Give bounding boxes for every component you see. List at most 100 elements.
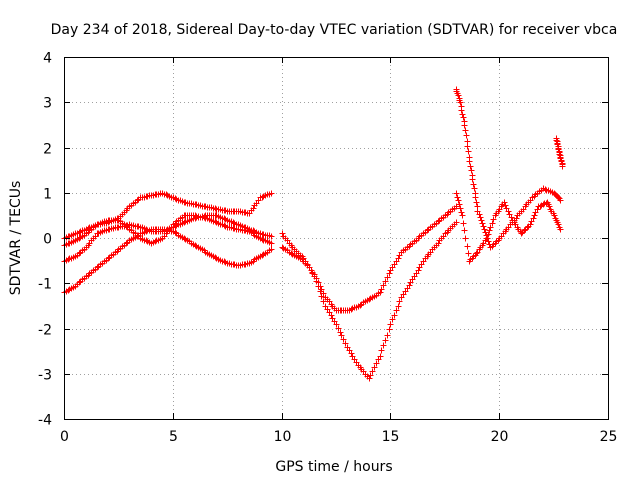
data-point: [461, 122, 468, 129]
data-point: [311, 273, 318, 280]
data-point: [391, 312, 398, 319]
data-point: [460, 220, 467, 227]
x-tick-label: 0: [60, 429, 69, 445]
data-point: [380, 342, 387, 349]
data-point: [505, 208, 512, 215]
data-point: [315, 283, 322, 290]
data-point: [473, 199, 480, 206]
data-point: [453, 219, 460, 226]
data-point: [469, 176, 476, 183]
y-tick-label: 4: [43, 51, 52, 67]
data-point: [386, 326, 393, 333]
data-point: [455, 197, 462, 204]
data-point: [557, 197, 564, 204]
data-point: [181, 219, 188, 226]
data-point: [485, 231, 492, 238]
data-point: [406, 282, 413, 289]
data-point: [486, 227, 493, 234]
data-point: [490, 216, 497, 223]
data-point: [501, 199, 508, 206]
data-point: [313, 278, 320, 285]
data-point: [340, 336, 347, 343]
data-point: [467, 163, 474, 170]
data-point: [518, 230, 525, 237]
data-point: [487, 224, 494, 231]
data-point: [279, 230, 286, 237]
data-point: [386, 270, 393, 277]
data-point: [395, 255, 402, 262]
y-tick-label: 1: [43, 187, 52, 203]
data-point: [367, 372, 374, 379]
data-point: [461, 227, 468, 234]
data-point: [557, 226, 564, 233]
data-point: [559, 163, 566, 170]
data-point: [357, 302, 364, 309]
data-point: [489, 220, 496, 227]
axis-ticks: 0 5 10 15 20 25 -4 -3 -2 -1 0 1 2 3 4: [38, 51, 617, 446]
data-point: [454, 194, 461, 201]
data-point: [192, 215, 199, 222]
data-point: [513, 215, 520, 222]
y-tick-label: -4: [38, 413, 52, 429]
data-point: [342, 340, 349, 347]
data-point: [476, 211, 483, 218]
data-point: [268, 190, 275, 197]
data-point: [143, 226, 150, 233]
data-point: [455, 92, 462, 99]
data-point: [480, 223, 487, 230]
data-point: [415, 267, 422, 274]
data-point: [134, 197, 141, 204]
data-point: [459, 212, 466, 219]
data-point: [201, 213, 208, 220]
data-point: [268, 246, 275, 253]
y-tick-label: 3: [43, 96, 52, 112]
data-point: [502, 202, 509, 209]
y-tick-label: -1: [38, 277, 52, 293]
data-point: [531, 212, 538, 219]
data-point: [308, 267, 315, 274]
data-point: [94, 264, 101, 271]
data-point: [317, 288, 324, 295]
data-point: [462, 235, 469, 242]
data-point: [465, 250, 472, 257]
data-point: [380, 282, 387, 289]
data-point: [466, 158, 473, 165]
data-point: [320, 298, 327, 305]
data-point: [524, 224, 531, 231]
data-point: [250, 205, 257, 212]
data-point: [546, 203, 553, 210]
data-point: [464, 243, 471, 250]
data-point: [481, 226, 488, 233]
data-point: [465, 148, 472, 155]
data-point: [382, 278, 389, 285]
data-point: [555, 221, 562, 228]
data-point: [335, 325, 342, 332]
data-point: [378, 286, 385, 293]
data-point: [470, 181, 477, 188]
data-point: [479, 220, 486, 227]
data-point: [542, 186, 549, 193]
data-point: [460, 114, 467, 121]
data-point: [478, 217, 485, 224]
data-point: [172, 229, 179, 236]
data-point: [395, 303, 402, 310]
data-point: [483, 235, 490, 242]
data-point: [459, 111, 466, 118]
data-point: [387, 321, 394, 328]
data-point: [473, 250, 480, 257]
y-tick-label: 0: [43, 232, 52, 248]
data-point: [377, 353, 384, 360]
data-point: [369, 368, 376, 375]
data-point: [389, 316, 396, 323]
data-point: [373, 360, 380, 367]
data-point: [268, 233, 275, 240]
data-point: [453, 190, 460, 197]
x-tick-label: 25: [600, 429, 618, 445]
data-point: [212, 205, 219, 212]
data-point: [318, 293, 325, 300]
data-point: [382, 337, 389, 344]
x-tick-label: 15: [382, 429, 400, 445]
data-point: [371, 364, 378, 371]
data-point: [471, 185, 478, 192]
